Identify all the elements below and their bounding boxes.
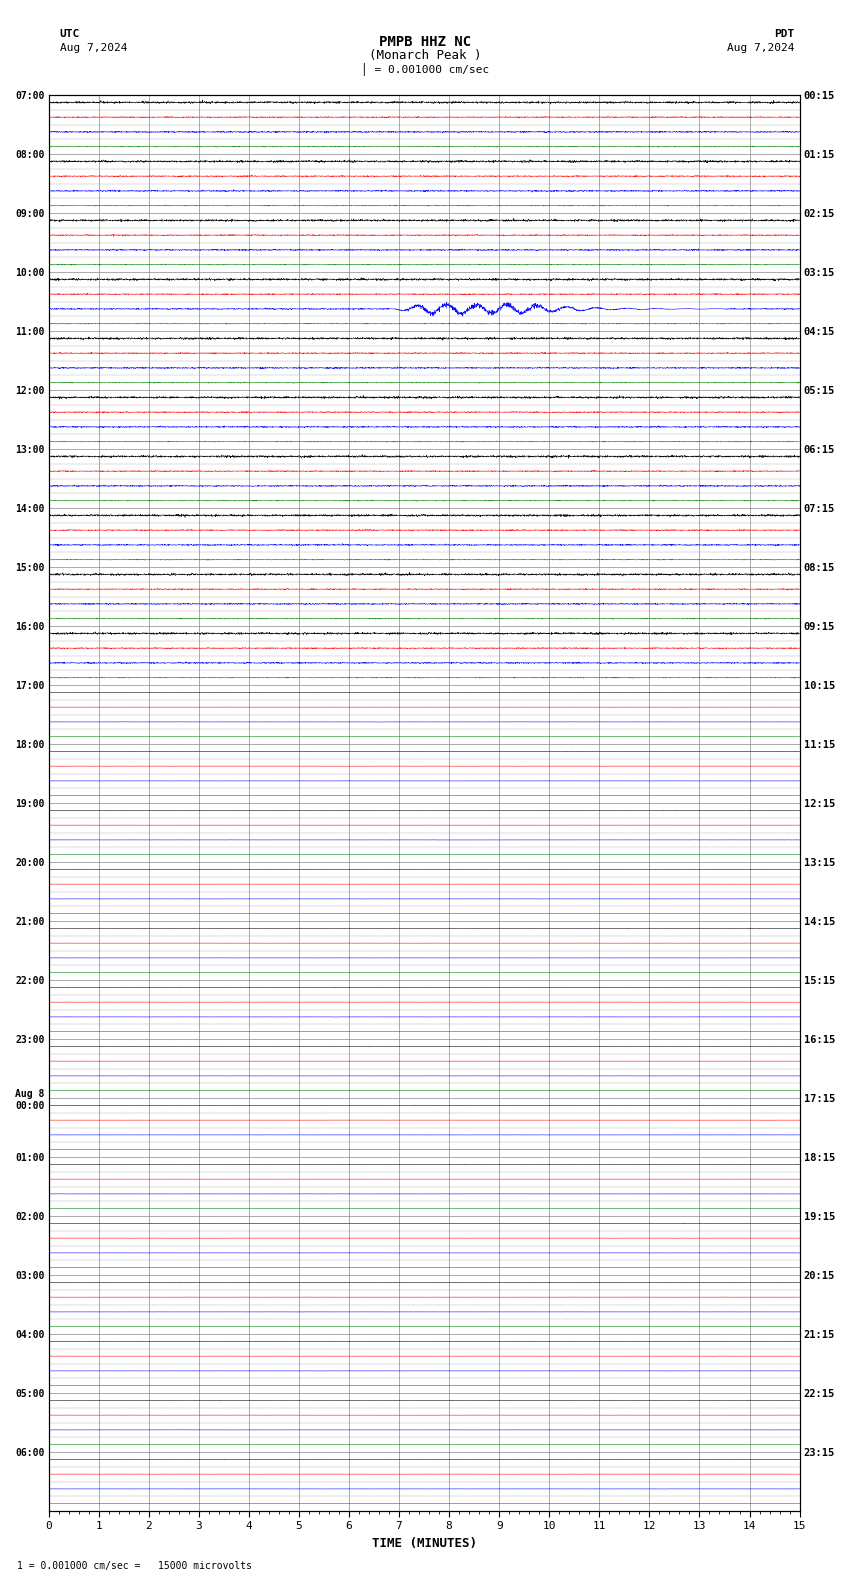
Text: 1 = 0.001000 cm/sec =   15000 microvolts: 1 = 0.001000 cm/sec = 15000 microvolts (17, 1562, 252, 1571)
Text: Aug 7,2024: Aug 7,2024 (60, 43, 127, 52)
Text: Aug 7,2024: Aug 7,2024 (728, 43, 795, 52)
Text: PMPB HHZ NC: PMPB HHZ NC (379, 35, 471, 49)
X-axis label: TIME (MINUTES): TIME (MINUTES) (371, 1536, 477, 1551)
Text: (Monarch Peak ): (Monarch Peak ) (369, 49, 481, 62)
Text: │ = 0.001000 cm/sec: │ = 0.001000 cm/sec (361, 63, 489, 76)
Text: PDT: PDT (774, 29, 795, 38)
Text: UTC: UTC (60, 29, 80, 38)
